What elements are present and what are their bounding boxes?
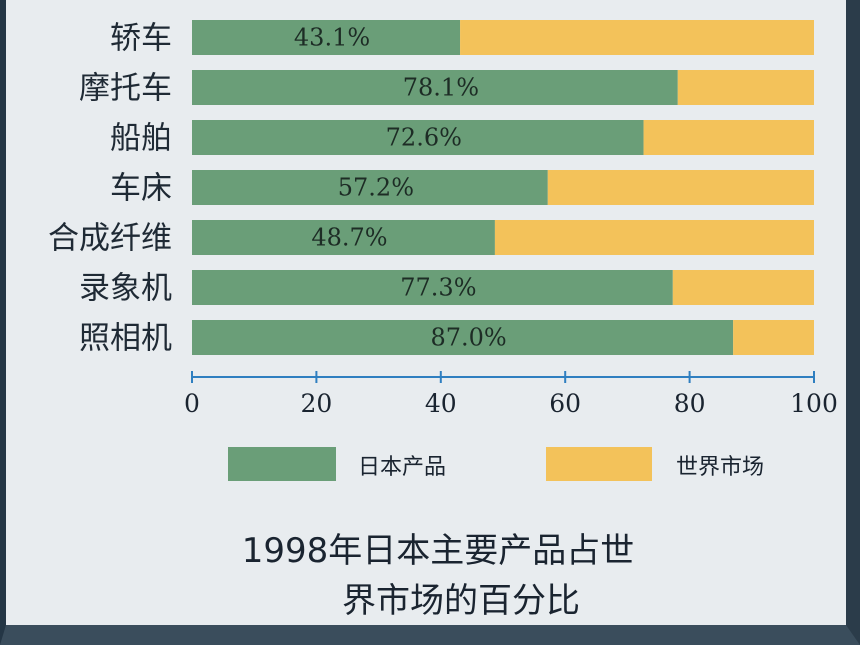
category-label-4: 合成纤维 [48, 221, 172, 257]
bars-group [192, 20, 814, 355]
category-label-3: 车床 [110, 171, 172, 207]
bar-world-3 [547, 170, 814, 205]
legend-label-japan: 日本产品 [358, 455, 446, 480]
bar-japan-5 [192, 270, 673, 305]
value-labels: 43.1% 78.1% 72.6% 57.2% 48.7% 77.3% 87.0% [294, 24, 507, 352]
legend: 日本产品 世界市场 [228, 447, 764, 481]
bar-japan-4 [192, 220, 495, 255]
category-label-6: 照相机 [79, 321, 172, 357]
chart-title: 1998年日本主要产品占世 界市场的百分比 [242, 531, 635, 621]
value-label-2: 72.6% [386, 124, 462, 152]
x-tick-label-2: 40 [425, 389, 457, 418]
x-axis: 0 20 40 60 80 100 [184, 371, 838, 418]
category-label-1: 摩托车 [79, 71, 172, 107]
title-line-1: 1998年日本主要产品占世 [242, 531, 635, 571]
value-label-5: 77.3% [400, 274, 476, 302]
category-label-2: 船舶 [110, 121, 172, 157]
legend-swatch-world [546, 447, 652, 481]
title-line-2: 界市场的百分比 [342, 581, 580, 621]
bar-japan-0 [192, 20, 461, 55]
category-label-5: 录象机 [79, 271, 172, 307]
legend-label-world: 世界市场 [676, 455, 764, 480]
legend-swatch-japan [228, 447, 336, 481]
value-label-4: 48.7% [311, 224, 387, 252]
bar-world-2 [643, 120, 814, 155]
value-label-3: 57.2% [338, 174, 414, 202]
x-tick-label-5: 100 [790, 389, 838, 418]
x-tick-label-3: 60 [549, 389, 581, 418]
bar-world-1 [677, 70, 814, 105]
value-label-0: 43.1% [294, 24, 370, 52]
x-tick-label-4: 80 [674, 389, 706, 418]
category-label-0: 轿车 [110, 21, 172, 57]
bar-japan-6 [192, 320, 734, 355]
x-tick-label-1: 20 [300, 389, 332, 418]
x-tick-label-0: 0 [184, 389, 200, 418]
bar-japan-1 [192, 70, 678, 105]
bar-japan-3 [192, 170, 548, 205]
bar-world-0 [460, 20, 814, 55]
bar-world-5 [672, 270, 814, 305]
bar-world-6 [733, 320, 814, 355]
value-label-6: 87.0% [430, 324, 506, 352]
bar-world-4 [494, 220, 814, 255]
value-label-1: 78.1% [403, 74, 479, 102]
bar-japan-2 [192, 120, 644, 155]
